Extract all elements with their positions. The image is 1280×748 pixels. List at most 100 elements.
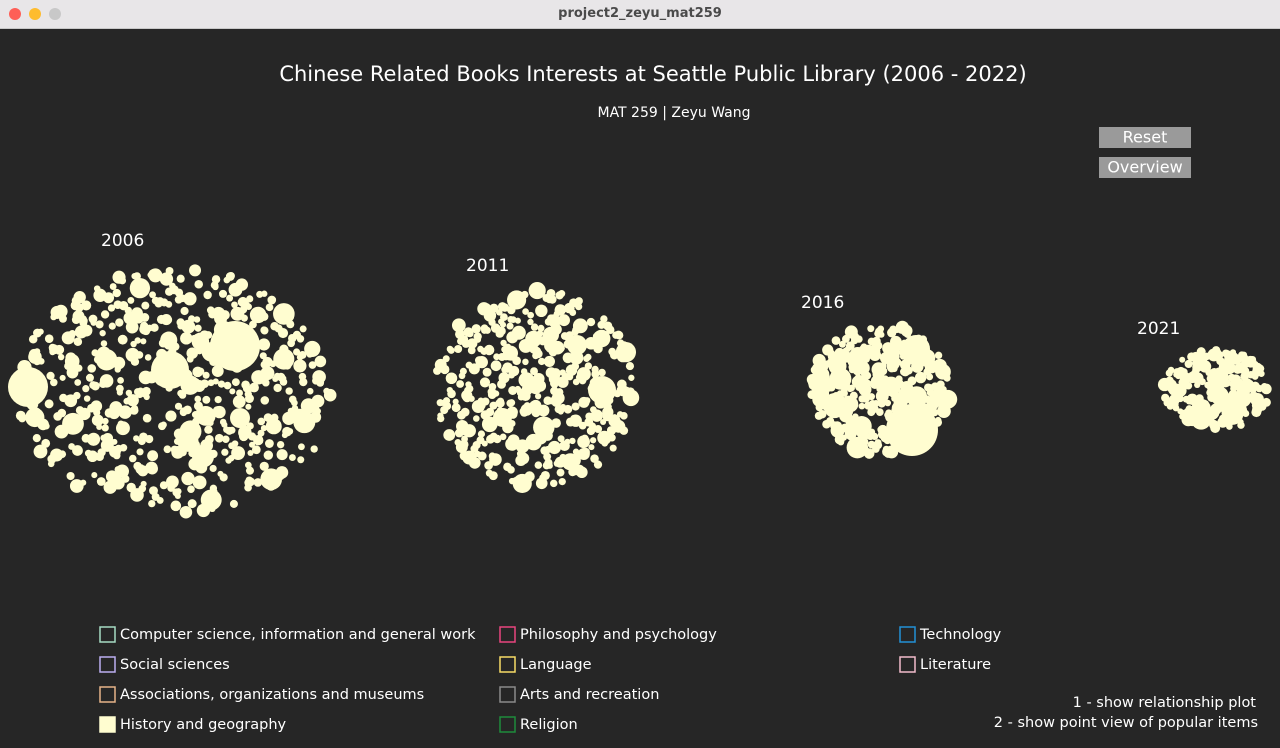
bubble[interactable]	[73, 337, 83, 347]
bubble[interactable]	[890, 365, 898, 373]
bubble[interactable]	[74, 379, 82, 386]
bubble[interactable]	[274, 324, 283, 333]
bubble[interactable]	[500, 303, 510, 312]
bubble[interactable]	[50, 448, 64, 462]
bubble[interactable]	[832, 421, 843, 432]
bubble[interactable]	[141, 326, 151, 336]
bubble[interactable]	[95, 452, 104, 462]
bubble[interactable]	[180, 332, 193, 345]
bubble[interactable]	[488, 471, 498, 481]
bubble[interactable]	[839, 374, 847, 382]
bubble[interactable]	[228, 455, 235, 462]
bubble[interactable]	[207, 379, 215, 387]
bubble[interactable]	[188, 449, 196, 458]
bubble[interactable]	[543, 355, 555, 368]
bubble[interactable]	[297, 456, 305, 464]
bubble[interactable]	[28, 334, 38, 344]
bubble[interactable]	[476, 436, 485, 445]
bubble[interactable]	[572, 448, 580, 455]
bubble[interactable]	[525, 433, 542, 451]
bubble[interactable]	[612, 331, 620, 339]
bubble[interactable]	[1249, 355, 1257, 363]
legend-item[interactable]: Associations, organizations and museums	[99, 686, 424, 703]
legend-checkbox[interactable]	[99, 656, 116, 673]
bubble[interactable]	[463, 327, 473, 337]
bubble[interactable]	[228, 282, 243, 297]
bubble[interactable]	[473, 332, 482, 341]
bubble[interactable]	[590, 409, 603, 422]
legend-checkbox[interactable]	[499, 656, 516, 673]
bubble[interactable]	[534, 393, 542, 400]
bubble[interactable]	[565, 417, 576, 427]
bubble[interactable]	[456, 380, 465, 388]
bubble[interactable]	[455, 329, 465, 340]
legend-checkbox[interactable]	[99, 716, 116, 733]
bubble[interactable]	[119, 444, 128, 452]
bubble[interactable]	[34, 357, 42, 365]
bubble[interactable]	[530, 323, 539, 331]
bubble[interactable]	[237, 297, 248, 307]
year-cluster[interactable]	[806, 320, 958, 459]
bubble[interactable]	[584, 417, 594, 427]
bubble[interactable]	[232, 395, 246, 409]
bubble[interactable]	[608, 434, 616, 442]
bubble[interactable]	[489, 303, 499, 313]
bubble[interactable]	[812, 364, 821, 373]
bubble[interactable]	[50, 378, 58, 387]
bubble[interactable]	[442, 355, 450, 363]
bubble[interactable]	[815, 403, 824, 412]
bubble[interactable]	[104, 408, 115, 418]
bubble[interactable]	[37, 418, 49, 431]
legend-label[interactable]: Technology	[919, 627, 1002, 643]
bubble[interactable]	[210, 321, 260, 371]
bubble[interactable]	[212, 283, 219, 291]
bubble[interactable]	[90, 381, 100, 391]
bubble[interactable]	[212, 406, 222, 415]
bubble[interactable]	[140, 338, 147, 345]
bubble[interactable]	[228, 426, 236, 434]
bubble[interactable]	[937, 404, 951, 418]
bubble[interactable]	[229, 499, 238, 508]
bubble[interactable]	[116, 389, 123, 396]
legend-label[interactable]: Social sciences	[120, 657, 230, 673]
bubble[interactable]	[145, 434, 154, 444]
bubble[interactable]	[930, 382, 940, 391]
bubble[interactable]	[144, 354, 152, 361]
close-button[interactable]	[9, 8, 21, 20]
legend-item[interactable]: Philosophy and psychology	[499, 626, 717, 643]
bubble[interactable]	[452, 398, 459, 405]
bubble[interactable]	[88, 314, 98, 324]
bubble[interactable]	[57, 408, 67, 418]
bubble[interactable]	[470, 444, 479, 453]
bubble[interactable]	[8, 367, 48, 407]
bubble[interactable]	[181, 471, 195, 486]
button[interactable]: Overview	[1099, 157, 1191, 178]
legend-item[interactable]: Social sciences	[99, 656, 230, 673]
bubble[interactable]	[609, 350, 619, 360]
bubble[interactable]	[72, 445, 83, 456]
bubble[interactable]	[135, 390, 144, 399]
bubble[interactable]	[192, 475, 207, 490]
bubble[interactable]	[200, 379, 209, 388]
bubble[interactable]	[867, 408, 875, 415]
bubble[interactable]	[563, 404, 573, 414]
bubble[interactable]	[482, 367, 492, 377]
bubble[interactable]	[590, 437, 597, 444]
bubble[interactable]	[91, 472, 98, 479]
bubble[interactable]	[66, 471, 75, 481]
bubble[interactable]	[99, 374, 114, 388]
bubble[interactable]	[218, 289, 228, 298]
bubble[interactable]	[878, 366, 888, 376]
bubble[interactable]	[202, 371, 210, 379]
bubble[interactable]	[890, 335, 902, 348]
bubble[interactable]	[914, 371, 927, 384]
bubble[interactable]	[74, 325, 88, 339]
bubble[interactable]	[1261, 383, 1272, 395]
bubble[interactable]	[194, 395, 202, 403]
bubble[interactable]	[858, 402, 866, 410]
legend-checkbox[interactable]	[99, 686, 116, 703]
bubble[interactable]	[527, 311, 535, 319]
bubble[interactable]	[594, 425, 603, 434]
bubble[interactable]	[1261, 397, 1271, 407]
bubble[interactable]	[138, 370, 153, 385]
